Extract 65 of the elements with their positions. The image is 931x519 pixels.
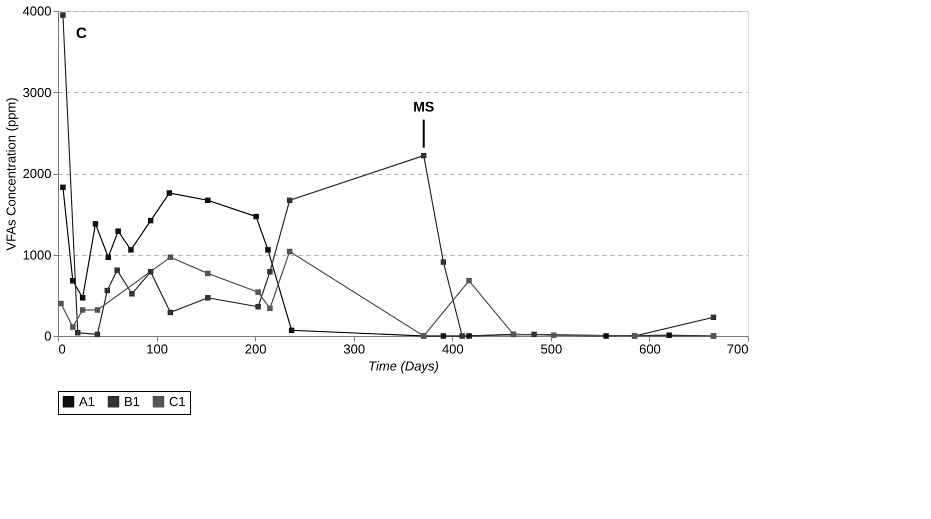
x-tick-label: 400 (442, 342, 464, 356)
point (255, 304, 261, 310)
annotation: MS (413, 98, 434, 115)
point (288, 328, 294, 334)
point (80, 307, 86, 313)
point (253, 214, 259, 220)
point (70, 324, 76, 330)
point (420, 152, 426, 158)
x-tick-label: 600 (639, 342, 661, 356)
point (286, 198, 292, 204)
point (168, 310, 174, 316)
point (104, 288, 110, 294)
x-tick-label: 500 (540, 342, 562, 356)
point (58, 300, 64, 306)
y-axis-title: VFAs Concentration (ppm) (4, 97, 19, 251)
point (60, 184, 66, 190)
point (106, 254, 112, 260)
point (94, 332, 100, 338)
point (286, 248, 292, 254)
point (115, 228, 121, 234)
point (551, 332, 557, 338)
point (440, 333, 446, 339)
point (148, 269, 154, 275)
point (148, 218, 154, 224)
point (466, 333, 472, 339)
point (459, 333, 465, 339)
y-tick-label: 2000 (22, 166, 52, 181)
point (129, 291, 135, 296)
legend-label: B1 (124, 394, 140, 409)
point (166, 190, 172, 196)
point (74, 330, 80, 336)
x-tick-label: 0 (58, 342, 66, 356)
point (531, 332, 537, 338)
point (267, 306, 273, 312)
legend-label: C1 (169, 394, 186, 409)
point (666, 332, 672, 338)
point (94, 307, 100, 313)
y-tick-label: 0 (44, 328, 52, 344)
y-tick-label: 1000 (22, 247, 52, 262)
point (205, 198, 211, 204)
point (440, 259, 446, 265)
point (114, 267, 120, 273)
point (92, 221, 98, 227)
point (70, 278, 76, 284)
point (168, 254, 174, 260)
point (267, 269, 273, 275)
x-axis-title: Time (Days) (368, 358, 439, 374)
point (255, 289, 261, 295)
point (128, 247, 134, 253)
point (80, 295, 86, 301)
point (205, 270, 211, 276)
x-tick-label: 200 (244, 342, 266, 356)
y-tick-label: 4000 (22, 4, 52, 18)
legend-label: A1 (79, 394, 95, 409)
point (60, 12, 66, 18)
point (265, 247, 271, 253)
x-tick-label: 300 (343, 342, 366, 356)
point (710, 314, 716, 320)
point (466, 278, 472, 284)
x-tick-label: 100 (146, 342, 168, 356)
point (205, 295, 211, 301)
y-tick-label: 3000 (22, 84, 52, 100)
annotation: C (76, 25, 87, 42)
x-tick-label: 700 (726, 342, 748, 356)
point (603, 333, 609, 339)
